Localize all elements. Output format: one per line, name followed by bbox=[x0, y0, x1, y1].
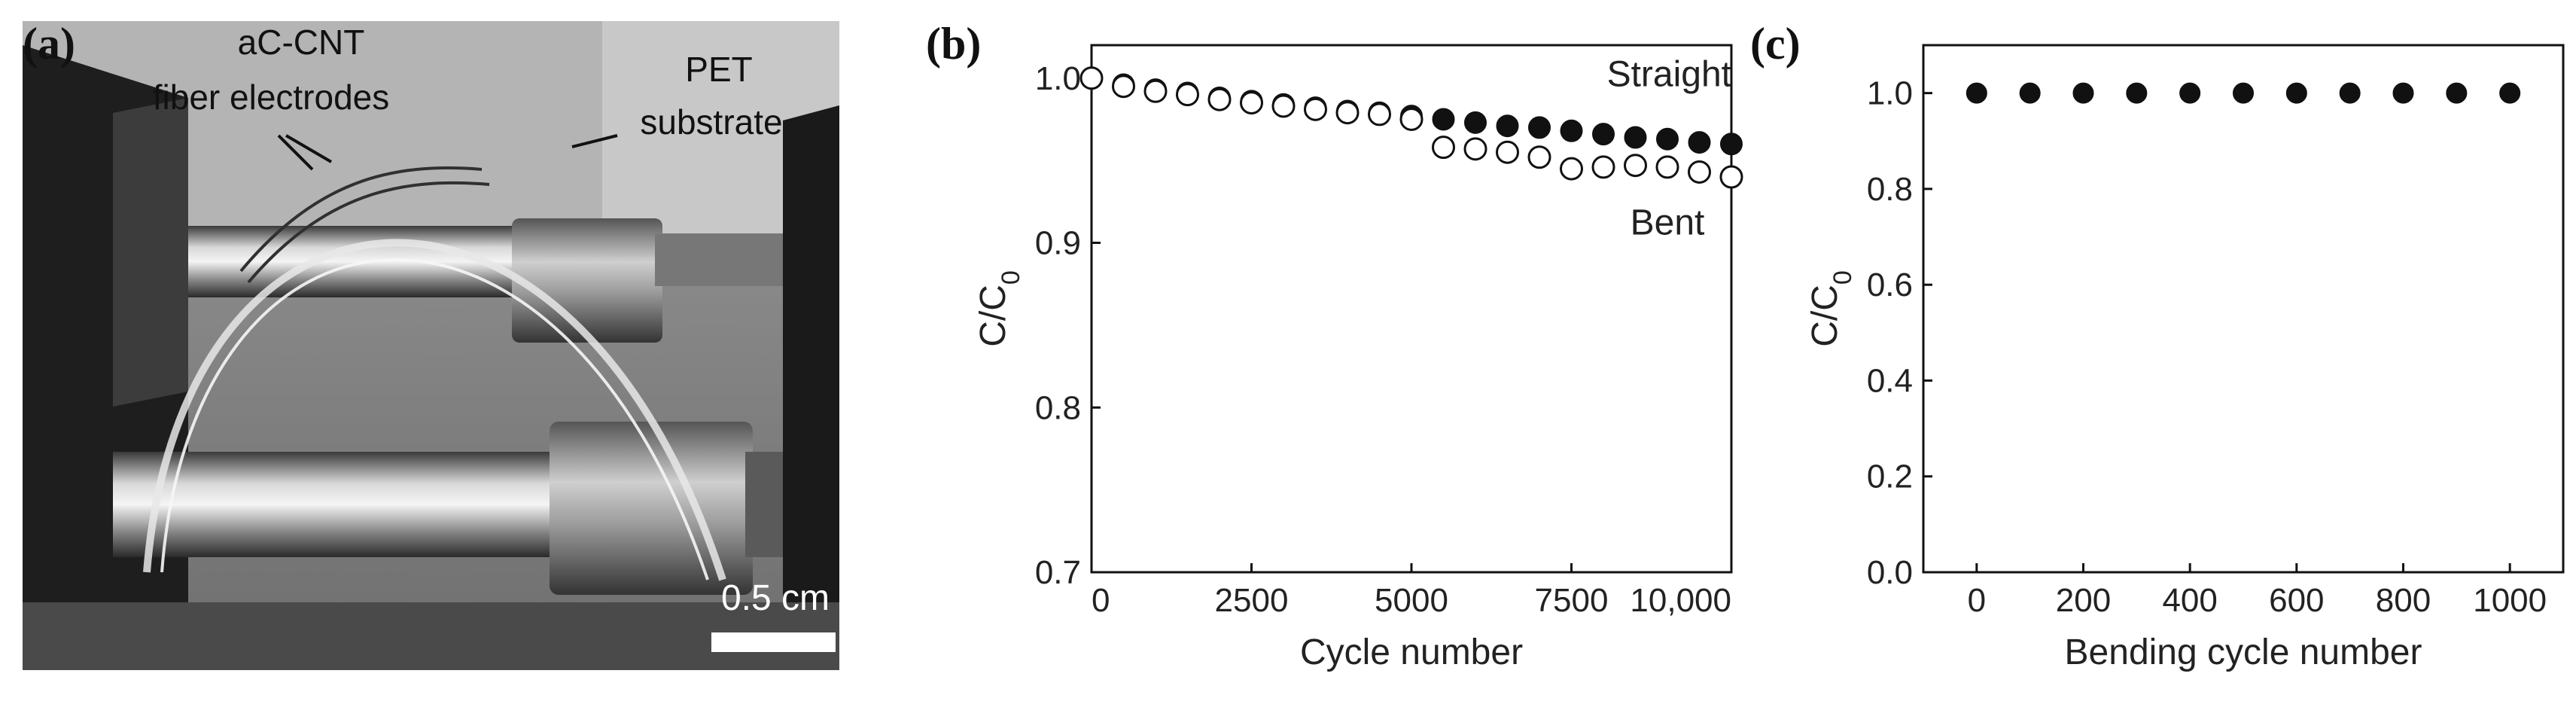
x-tick-label: 7500 bbox=[1535, 582, 1609, 619]
data-point bbox=[1688, 160, 1711, 184]
annotation-straight: Straight bbox=[1607, 55, 1731, 95]
data-point bbox=[1528, 116, 1551, 139]
y-tick-label: 0.6 bbox=[1867, 267, 1913, 303]
data-point bbox=[1112, 75, 1135, 99]
electrode-arrow-1 bbox=[277, 134, 314, 171]
data-point bbox=[1207, 87, 1232, 111]
scale-bar bbox=[711, 632, 836, 652]
y-tick-label: 0.8 bbox=[1867, 171, 1913, 208]
electrode-arrow-2 bbox=[285, 134, 333, 163]
y-tick-label: 0.9 bbox=[1035, 225, 1081, 262]
x-tick-label: 0 bbox=[1092, 582, 1110, 619]
data-point bbox=[2233, 82, 2254, 104]
data-point bbox=[1591, 155, 1615, 179]
panel-c: (c) 0 200 400 600 800 1000 0.0 0.2 0.4 0.6 0.8 1.0 B… bbox=[1750, 19, 2565, 672]
panel-a: aC-CNT fiber electrodes PET substrate 0.… bbox=[23, 19, 839, 670]
y-tick-label: 0.2 bbox=[1867, 459, 1913, 495]
data-point bbox=[2392, 82, 2414, 104]
chart-b: 0 2500 5000 7500 10,000 0.7 0.8 0.9 1.0 Cycle num… bbox=[973, 44, 1743, 672]
electrode-label-line1: aC-CNT bbox=[238, 23, 365, 62]
panel-b-label: (b) bbox=[926, 19, 981, 69]
y-tick-label: 1.0 bbox=[1035, 60, 1081, 97]
series-bending bbox=[1965, 82, 2521, 104]
y-tick-label: 1.0 bbox=[1867, 75, 1913, 112]
x-tick-label: 2500 bbox=[1215, 582, 1289, 619]
substrate-label-line1: PET bbox=[685, 50, 752, 89]
x-axis-title: Bending cycle number bbox=[2065, 632, 2422, 672]
panel-a-photo bbox=[23, 21, 839, 670]
series-bent bbox=[1079, 66, 1743, 189]
data-point bbox=[1368, 102, 1391, 126]
data-point bbox=[1527, 145, 1551, 169]
annotation-bent: Bent bbox=[1631, 203, 1705, 243]
data-point bbox=[1432, 108, 1455, 131]
plot-frame bbox=[1922, 44, 2565, 574]
y-tick-label: 0.8 bbox=[1035, 389, 1081, 426]
data-point bbox=[1496, 140, 1519, 164]
data-point bbox=[1965, 82, 1987, 104]
data-point bbox=[1463, 137, 1487, 161]
y-axis-title: C/C0 bbox=[1805, 270, 1857, 347]
data-point bbox=[1688, 131, 1711, 154]
x-tick-label: 1000 bbox=[2473, 582, 2547, 619]
substrate-label-line2: substrate bbox=[640, 102, 782, 142]
data-point bbox=[1143, 79, 1168, 103]
data-point bbox=[1271, 94, 1296, 118]
data-point bbox=[1496, 114, 1519, 138]
data-point bbox=[1335, 101, 1360, 125]
y-tick-label: 0.0 bbox=[1867, 554, 1913, 591]
x-tick-label: 400 bbox=[2162, 582, 2217, 619]
chart-c: 0 200 400 600 800 1000 0.0 0.2 0.4 0.6 0.8 1.0 Bendi… bbox=[1805, 44, 2565, 672]
electrode-label-line2: fiber electrodes bbox=[153, 78, 390, 117]
data-point bbox=[1464, 111, 1487, 134]
data-point bbox=[1399, 107, 1423, 131]
y-tick-label: 0.4 bbox=[1867, 362, 1913, 399]
y-axis-title: C/C0 bbox=[973, 270, 1025, 347]
data-point bbox=[1655, 155, 1679, 179]
data-point bbox=[1240, 91, 1263, 115]
x-tick-label: 5000 bbox=[1375, 582, 1448, 619]
data-point bbox=[1719, 165, 1743, 189]
data-point bbox=[2285, 82, 2307, 104]
data-point bbox=[2126, 82, 2148, 104]
x-tick-label: 10,000 bbox=[1630, 582, 1731, 619]
data-point bbox=[1624, 126, 1647, 149]
data-point bbox=[1304, 97, 1327, 121]
panel-c-label: (c) bbox=[1750, 19, 1801, 69]
x-tick-label: 200 bbox=[2056, 582, 2111, 619]
data-point bbox=[1560, 119, 1583, 142]
data-point bbox=[2019, 82, 2041, 104]
data-point bbox=[2339, 82, 2361, 104]
data-point bbox=[1432, 136, 1455, 160]
data-point bbox=[1656, 127, 1679, 151]
data-point bbox=[1720, 133, 1743, 156]
substrate-arrow bbox=[571, 134, 618, 148]
data-point bbox=[1624, 154, 1647, 178]
panel-b: (b) 0 2500 5000 7500 10,000 0.7 0.8 0.9 1.0 Cycle… bbox=[926, 19, 1743, 672]
data-point bbox=[1592, 123, 1615, 146]
panel-a-label: (a) bbox=[23, 19, 75, 69]
data-point bbox=[2179, 82, 2201, 104]
data-point bbox=[2499, 82, 2521, 104]
x-tick-label: 600 bbox=[2269, 582, 2324, 619]
scale-bar-label: 0.5 cm bbox=[721, 578, 830, 618]
data-point bbox=[2446, 82, 2468, 104]
data-point bbox=[2072, 82, 2094, 104]
data-point bbox=[1176, 83, 1199, 107]
y-tick-label: 0.7 bbox=[1035, 554, 1081, 591]
x-tick-label: 0 bbox=[1968, 582, 1986, 619]
x-axis-title: Cycle number bbox=[1300, 632, 1523, 672]
data-point bbox=[1560, 157, 1583, 181]
x-tick-label: 800 bbox=[2376, 582, 2431, 619]
data-point bbox=[1079, 66, 1104, 90]
